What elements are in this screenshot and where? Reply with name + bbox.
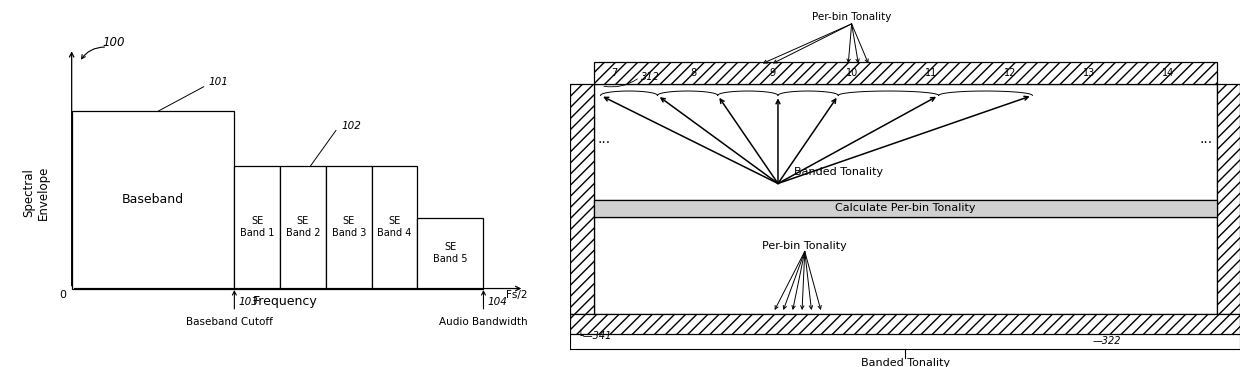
Text: Audio Bandwidth: Audio Bandwidth bbox=[439, 317, 528, 327]
Text: 7: 7 bbox=[611, 68, 618, 79]
Text: —322: —322 bbox=[1092, 336, 1121, 346]
Bar bbox=[234, 166, 280, 288]
Bar bbox=[418, 218, 484, 288]
Text: SE
Band 1: SE Band 1 bbox=[241, 217, 274, 238]
Text: 10: 10 bbox=[846, 68, 858, 79]
Text: 104: 104 bbox=[487, 297, 507, 307]
Text: 101: 101 bbox=[208, 77, 229, 87]
Bar bbox=[72, 111, 234, 288]
Text: ...: ... bbox=[1200, 132, 1213, 146]
Bar bbox=[280, 166, 326, 288]
Bar bbox=[594, 62, 1216, 84]
Text: └—341: └—341 bbox=[577, 331, 611, 341]
Text: 14: 14 bbox=[1162, 68, 1174, 79]
Text: Fs/2: Fs/2 bbox=[506, 290, 528, 300]
Bar bbox=[570, 314, 1240, 334]
Text: SE
Band 4: SE Band 4 bbox=[377, 217, 412, 238]
Text: SE
Band 5: SE Band 5 bbox=[433, 242, 467, 264]
Text: SE
Band 3: SE Band 3 bbox=[331, 217, 366, 238]
Text: 312: 312 bbox=[641, 72, 660, 82]
Text: Banded Tonality: Banded Tonality bbox=[861, 357, 950, 367]
Text: 9: 9 bbox=[770, 68, 776, 79]
Text: ...: ... bbox=[598, 132, 610, 146]
Bar bbox=[594, 217, 1216, 314]
Bar bbox=[594, 200, 1216, 217]
Text: Per-bin Tonality: Per-bin Tonality bbox=[812, 11, 892, 22]
Text: 100: 100 bbox=[102, 36, 125, 49]
Bar bbox=[372, 166, 418, 288]
Text: SE
Band 2: SE Band 2 bbox=[285, 217, 320, 238]
Bar bbox=[570, 84, 594, 314]
Text: 12: 12 bbox=[1003, 68, 1016, 79]
Text: Baseband Cutoff: Baseband Cutoff bbox=[186, 317, 273, 327]
Text: 8: 8 bbox=[691, 68, 697, 79]
Text: Baseband: Baseband bbox=[122, 193, 184, 206]
Text: 103: 103 bbox=[238, 297, 258, 307]
Text: Calculate Per-bin Tonality: Calculate Per-bin Tonality bbox=[835, 203, 976, 213]
Text: Banded Tonality: Banded Tonality bbox=[794, 167, 883, 178]
Text: 11: 11 bbox=[925, 68, 936, 79]
Text: Per-bin Tonality: Per-bin Tonality bbox=[763, 241, 847, 251]
Text: Spectral
Envelope: Spectral Envelope bbox=[22, 166, 50, 220]
Text: Frequency: Frequency bbox=[253, 295, 317, 308]
Bar bbox=[326, 166, 372, 288]
Bar bbox=[1216, 84, 1240, 314]
Bar bbox=[594, 84, 1216, 200]
Text: 0: 0 bbox=[60, 290, 66, 300]
Text: 13: 13 bbox=[1083, 68, 1095, 79]
Text: 102: 102 bbox=[341, 121, 361, 131]
